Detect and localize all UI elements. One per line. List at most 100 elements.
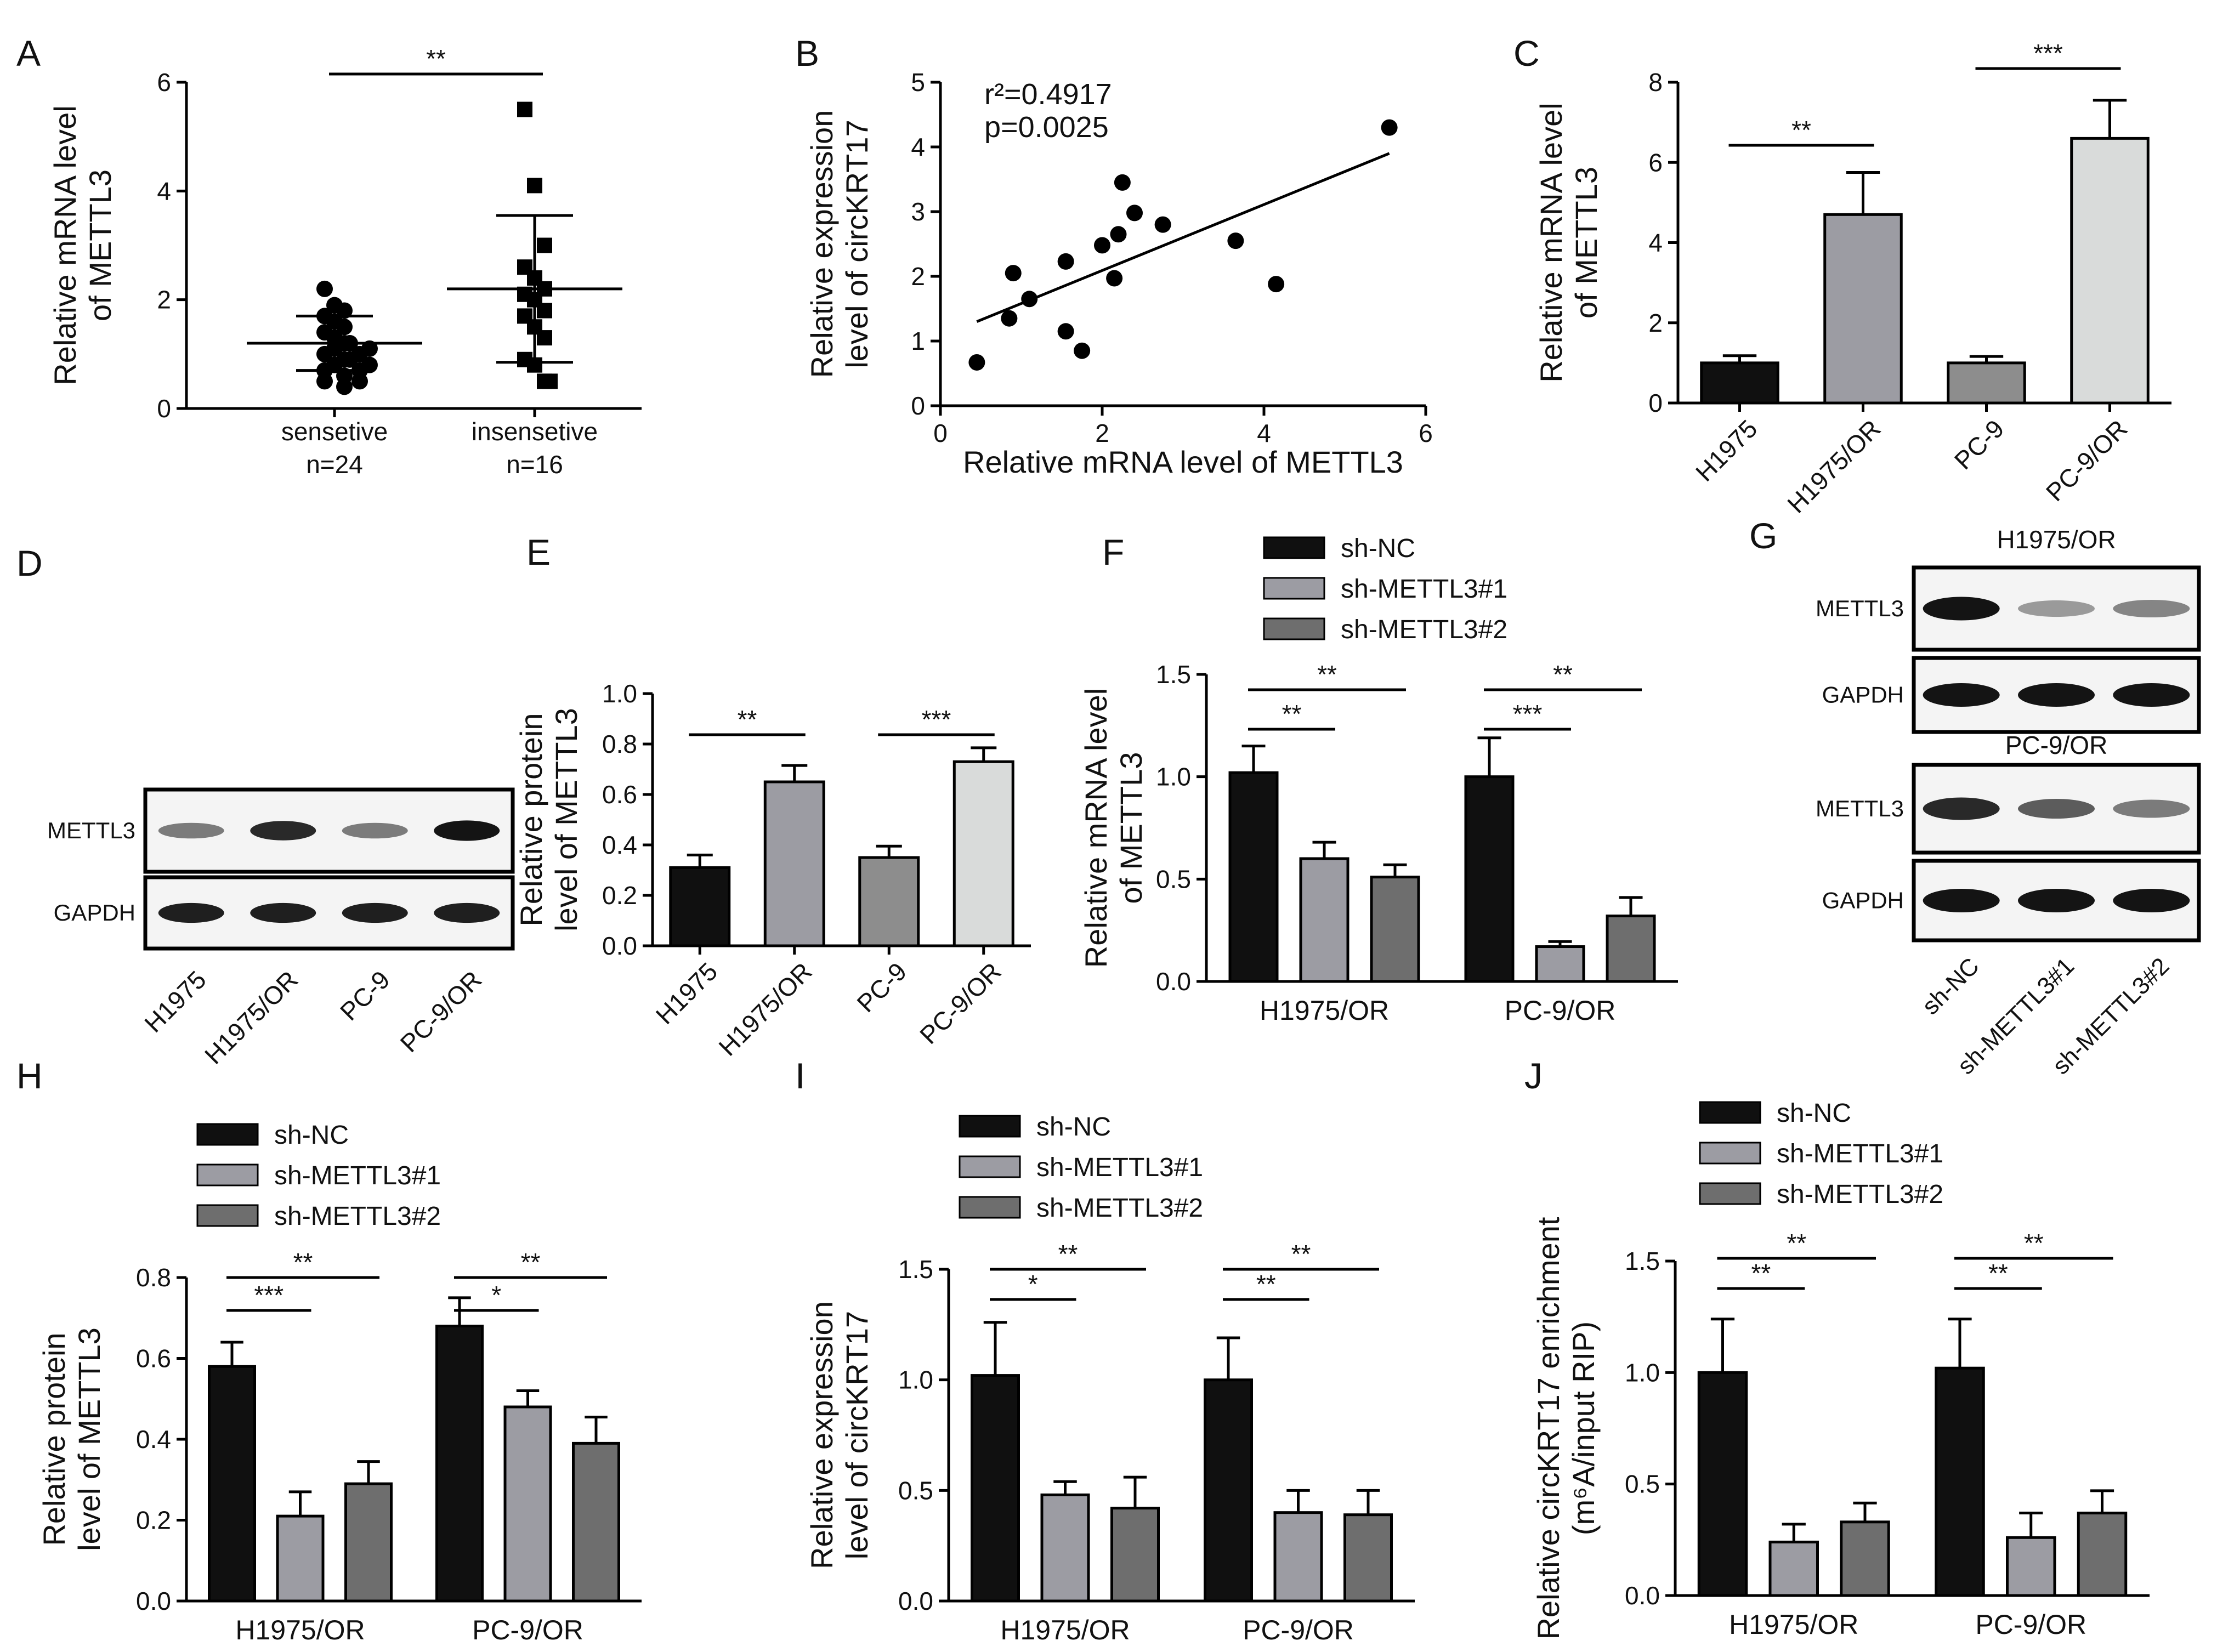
x-category-label: H1975 (1690, 414, 1763, 487)
y-axis-title: Relative protein (514, 713, 548, 926)
panel-letter: H (16, 1055, 43, 1096)
bar (208, 1365, 256, 1603)
panel-j-chart: J 0.0 0.5 1.0 1.5 Relative circKRT17 enrichme… (1524, 1055, 2150, 1640)
x-category-label: PC-9 (851, 957, 912, 1018)
bar (1040, 1493, 1090, 1603)
significance-label: ** (1553, 660, 1573, 689)
significance-label: *** (922, 705, 951, 734)
blot-band (342, 902, 408, 923)
y-tick-label: 5 (911, 68, 925, 96)
y-tick-label: 0 (1648, 389, 1663, 417)
bar (1299, 857, 1350, 983)
blot-lane-label: sh-NC (1917, 952, 1984, 1020)
data-point (537, 330, 552, 346)
y-axis-title: of METTL3 (1114, 752, 1148, 904)
significance-label: *** (254, 1281, 283, 1309)
blot-row-label: METTL3 (1816, 796, 1904, 821)
legend-label: sh-METTL3#2 (274, 1202, 441, 1231)
y-axis-title: of METTL3 (83, 169, 117, 321)
significance-label: * (491, 1281, 501, 1309)
y-tick-label: 0.8 (602, 730, 637, 758)
blot-row-label: GAPDH (1822, 888, 1904, 913)
y-tick-label: 1.0 (602, 679, 637, 708)
significance-label: ** (1751, 1259, 1771, 1287)
bar (1768, 1540, 1819, 1597)
blot-band (2018, 798, 2095, 819)
legend-swatch (196, 1123, 259, 1146)
data-point (1094, 237, 1110, 254)
y-tick-label: 4 (1648, 229, 1663, 257)
bar (1370, 876, 1420, 983)
y-tick-label: 1 (911, 327, 925, 355)
bar (669, 866, 731, 947)
data-point (537, 237, 552, 253)
y-tick-label: 0.0 (1156, 967, 1191, 996)
bar (1700, 361, 1779, 405)
blot-row-label: METTL3 (47, 818, 135, 843)
y-tick-label: 2 (911, 262, 925, 291)
data-point (1106, 270, 1123, 287)
significance-label: ** (1787, 1229, 1806, 1257)
x-category-count: n=24 (306, 450, 363, 479)
x-tick-label: 6 (1419, 419, 1433, 447)
bar (858, 856, 920, 947)
legend-label: sh-NC (274, 1121, 349, 1150)
blot-lane-label: PC-9/OR (395, 965, 487, 1058)
y-tick-label: 0.5 (1625, 1470, 1660, 1498)
significance-label: ** (1282, 700, 1302, 728)
x-category-label: H1975 (650, 957, 723, 1030)
legend-swatch (1699, 1142, 1761, 1165)
legend-swatch (1699, 1101, 1761, 1124)
x-category-label: PC-9/OR (914, 957, 1007, 1049)
blot-band (250, 821, 316, 841)
y-tick-label: 0.6 (136, 1344, 171, 1373)
y-tick-label: 0.5 (1156, 865, 1191, 893)
y-axis-title: Relative mRNA level (1079, 688, 1113, 968)
bar (763, 780, 825, 947)
legend-swatch (196, 1204, 259, 1227)
y-tick-label: 0.2 (136, 1506, 171, 1535)
blot-band (1923, 797, 2000, 820)
significance-label: ** (1058, 1240, 1078, 1268)
data-point (517, 101, 532, 117)
y-axis-title: Relative protein (37, 1332, 71, 1546)
bar (1935, 1366, 1985, 1597)
y-axis-title: level of circKRT17 (840, 1311, 874, 1559)
x-category-label: PC-9 (1949, 414, 2010, 475)
blot-band (2113, 599, 2190, 618)
blot-band (434, 902, 500, 923)
significance-label: ** (1791, 116, 1811, 144)
blot-group-title: PC-9/OR (2005, 731, 2108, 759)
bar (1606, 915, 1656, 983)
y-tick-label: 1.0 (898, 1366, 933, 1394)
data-point (336, 378, 353, 395)
panel-a-chart: A 0 2 4 6 Relative mRNA level of METTL3 senseti… (16, 33, 642, 479)
bar (1110, 1507, 1160, 1603)
data-point (1227, 232, 1244, 249)
y-tick-label: 2 (1648, 309, 1663, 337)
x-category-label: H1975/OR (1782, 414, 1886, 518)
legend-swatch (1699, 1182, 1761, 1205)
y-tick-label: 0 (157, 394, 171, 423)
blot-lane-label: H1975/OR (199, 965, 303, 1069)
y-axis-title: of METTL3 (1569, 167, 1603, 319)
y-tick-label: 8 (1648, 68, 1663, 96)
bar (1464, 775, 1515, 983)
y-tick-label: 0.8 (136, 1263, 171, 1292)
bar (2077, 1512, 2128, 1597)
y-axis-title: Relative expression (804, 110, 839, 378)
data-point (336, 319, 353, 336)
panel-letter: C (1513, 33, 1540, 73)
x-category-label: PC-9/OR (472, 1615, 583, 1645)
blot-band (2113, 799, 2190, 818)
y-tick-label: 1.5 (1156, 660, 1191, 689)
x-category-label: H1975/OR (1729, 1609, 1858, 1640)
panel-h-chart: H 0.0 0.2 0.4 0.6 0.8 Relative protein level of… (16, 1055, 642, 1645)
blot-band (2018, 888, 2095, 913)
blot-band (158, 902, 224, 923)
data-point (542, 373, 558, 389)
y-tick-label: 4 (911, 133, 925, 161)
blot-band (2018, 600, 2095, 617)
data-point (316, 345, 333, 362)
